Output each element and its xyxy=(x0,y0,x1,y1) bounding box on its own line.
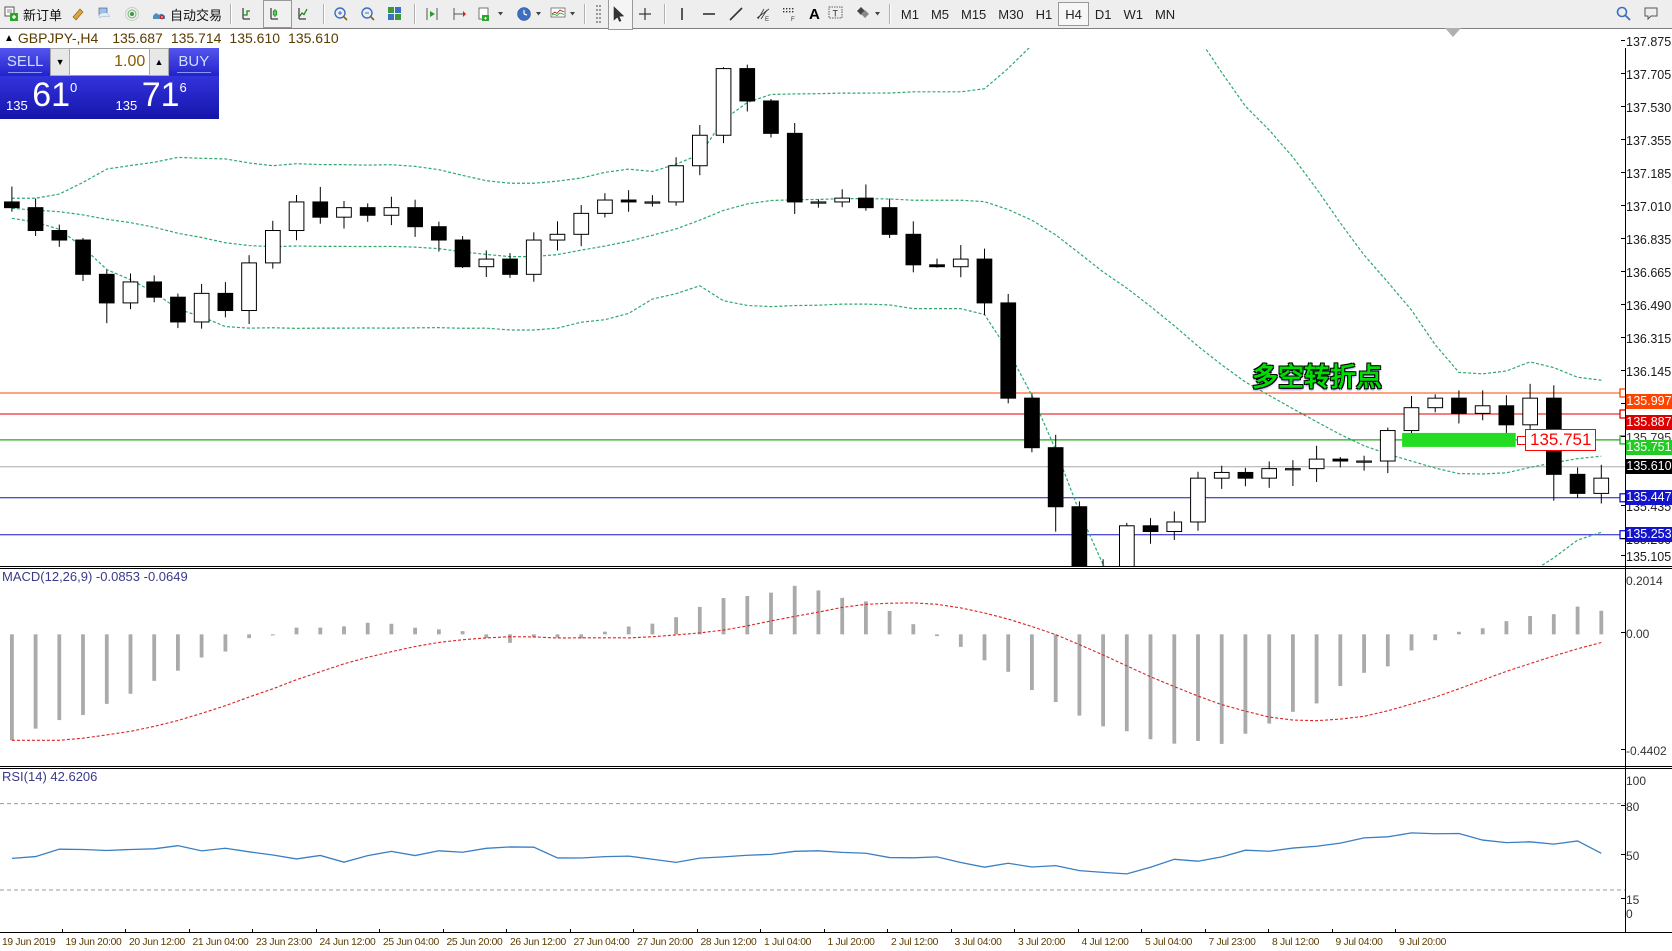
svg-text:F: F xyxy=(791,17,795,22)
svg-text:T: T xyxy=(832,9,838,19)
svg-text:E: E xyxy=(765,17,769,22)
